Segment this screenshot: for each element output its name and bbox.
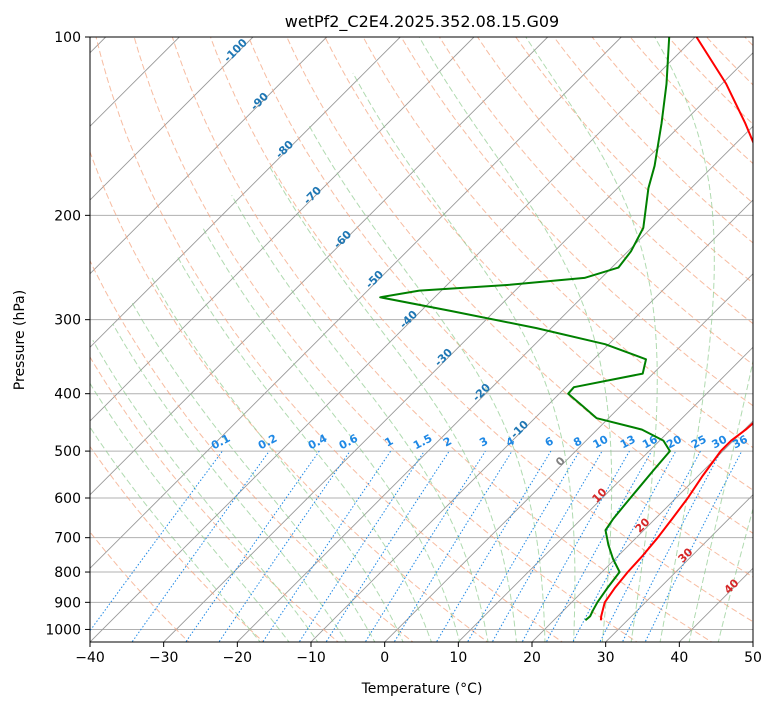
y-tick-label: 1000 <box>45 622 81 638</box>
x-tick-label: −30 <box>149 650 179 666</box>
x-tick-label: 0 <box>380 650 389 666</box>
x-tick-label: −40 <box>75 650 105 666</box>
y-tick-label: 100 <box>54 30 81 46</box>
y-tick-label: 400 <box>54 387 81 403</box>
x-tick-label: 30 <box>597 650 615 666</box>
y-tick-label: 300 <box>54 313 81 329</box>
y-tick-label: 200 <box>54 208 81 224</box>
y-tick-label: 500 <box>54 444 81 460</box>
chart-title: wetPf2_C2E4.2025.352.08.15.G09 <box>285 12 559 32</box>
y-tick-label: 700 <box>54 531 81 547</box>
y-tick-label: 600 <box>54 491 81 507</box>
x-tick-label: 20 <box>523 650 541 666</box>
x-tick-label: 50 <box>744 650 762 666</box>
x-axis-label: Temperature (°C) <box>361 681 483 697</box>
y-tick-label: 900 <box>54 595 81 611</box>
x-tick-label: −20 <box>223 650 253 666</box>
x-tick-label: −10 <box>296 650 326 666</box>
y-axis-label: Pressure (hPa) <box>12 290 28 390</box>
x-tick-label: 40 <box>670 650 688 666</box>
x-tick-label: 10 <box>449 650 467 666</box>
y-tick-label: 800 <box>54 565 81 581</box>
